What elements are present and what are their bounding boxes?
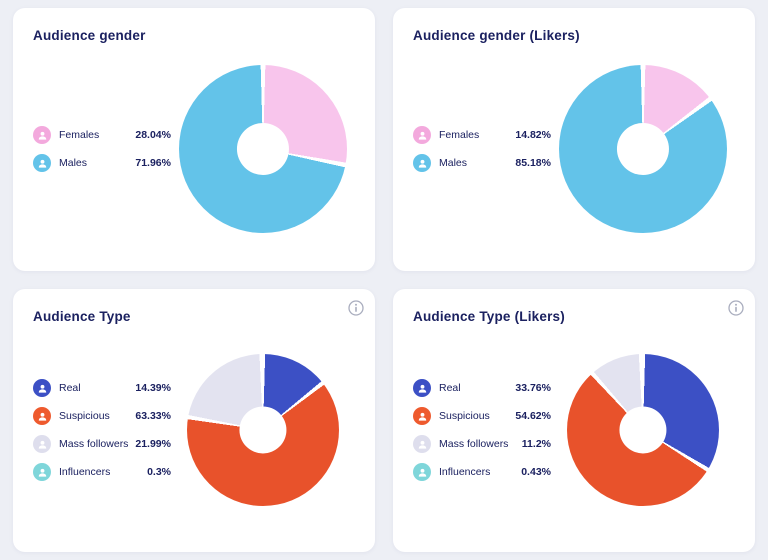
legend-value: 71.96% (135, 157, 171, 169)
legend-value: 85.18% (515, 157, 551, 169)
legend-label: Influencers (59, 466, 111, 478)
legend-value: 33.76% (515, 382, 551, 394)
person-icon (413, 407, 431, 425)
legend: Females 14.82% Males 85.18% (413, 126, 551, 172)
card-audience-type: Audience Type Real 14.39% Suspicious 63.… (13, 289, 375, 552)
legend-item-mass-followers: Mass followers 11.2% (413, 435, 551, 453)
info-icon[interactable] (728, 300, 744, 316)
person-icon (413, 463, 431, 481)
chart-area (551, 354, 735, 506)
legend-item-females: Females 14.82% (413, 126, 551, 144)
legend-item-suspicious: Suspicious 63.33% (33, 407, 171, 425)
card-body: Real 14.39% Suspicious 63.33% Mass follo… (33, 324, 355, 536)
card-title: Audience Type (Likers) (413, 309, 565, 324)
legend-label: Females (439, 129, 480, 141)
legend-value: 14.82% (515, 129, 551, 141)
legend-value: 0.3% (147, 466, 171, 478)
legend-item-real: Real 33.76% (413, 379, 551, 397)
chart-area (171, 65, 355, 233)
legend-item-mass-followers: Mass followers 21.99% (33, 435, 171, 453)
legend-value: 54.62% (515, 410, 551, 422)
legend-label: Real (59, 382, 81, 394)
donut-hole (616, 122, 670, 176)
card-audience-gender: Audience gender Females 28.04% Males 71.… (13, 8, 375, 271)
legend-item-males: Males 71.96% (33, 154, 171, 172)
legend-item-males: Males 85.18% (413, 154, 551, 172)
legend-label: Suspicious (439, 410, 490, 422)
card-body: Real 33.76% Suspicious 54.62% Mass follo… (413, 324, 735, 536)
donut-chart-audience-gender[interactable] (179, 65, 347, 233)
legend-label: Females (59, 129, 100, 141)
card-audience-type-likers: Audience Type (Likers) Real 33.76% Suspi… (393, 289, 755, 552)
legend: Real 14.39% Suspicious 63.33% Mass follo… (33, 379, 171, 481)
legend-item-suspicious: Suspicious 54.62% (413, 407, 551, 425)
legend: Females 28.04% Males 71.96% (33, 126, 171, 172)
card-audience-gender-likers: Audience gender (Likers) Females 14.82% … (393, 8, 755, 271)
person-icon (33, 463, 51, 481)
person-icon (33, 126, 51, 144)
legend-label: Mass followers (439, 438, 509, 450)
legend-item-females: Females 28.04% (33, 126, 171, 144)
donut-hole (619, 406, 667, 454)
person-icon (413, 154, 431, 172)
chart-area (551, 65, 735, 233)
legend-value: 11.2% (521, 438, 551, 450)
donut-hole (239, 406, 287, 454)
legend-value: 63.33% (135, 410, 171, 422)
donut-hole (236, 122, 290, 176)
card-body: Females 14.82% Males 85.18% (413, 43, 735, 255)
legend-item-real: Real 14.39% (33, 379, 171, 397)
donut-chart-audience-type[interactable] (187, 354, 339, 506)
legend-label: Suspicious (59, 410, 110, 422)
person-icon (413, 126, 431, 144)
chart-area (171, 354, 355, 506)
legend-label: Males (59, 157, 88, 169)
donut-chart-audience-type-likers[interactable] (567, 354, 719, 506)
card-title: Audience Type (33, 309, 131, 324)
legend-value: 21.99% (135, 438, 171, 450)
legend-value: 0.43% (521, 466, 551, 478)
person-icon (33, 379, 51, 397)
legend-label: Real (439, 382, 461, 394)
person-icon (413, 379, 431, 397)
legend-label: Influencers (439, 466, 491, 478)
person-icon (33, 154, 51, 172)
info-icon[interactable] (348, 300, 364, 316)
legend-label: Mass followers (59, 438, 129, 450)
legend-item-influencers: Influencers 0.3% (33, 463, 171, 481)
legend: Real 33.76% Suspicious 54.62% Mass follo… (413, 379, 551, 481)
legend-value: 14.39% (135, 382, 171, 394)
card-title: Audience gender (Likers) (413, 28, 580, 43)
person-icon (33, 435, 51, 453)
card-title: Audience gender (33, 28, 146, 43)
card-body: Females 28.04% Males 71.96% (33, 43, 355, 255)
person-icon (413, 435, 431, 453)
donut-chart-audience-gender-likers[interactable] (559, 65, 727, 233)
legend-value: 28.04% (135, 129, 171, 141)
legend-item-influencers: Influencers 0.43% (413, 463, 551, 481)
legend-label: Males (439, 157, 468, 169)
person-icon (33, 407, 51, 425)
